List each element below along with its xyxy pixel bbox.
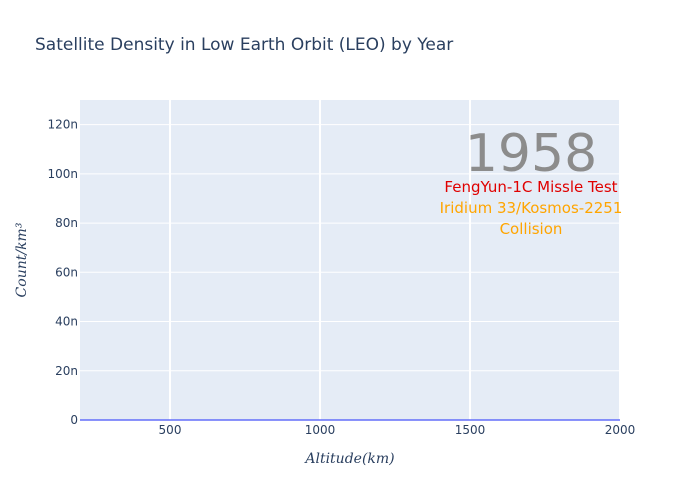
- x-axis-ticks: 500 1000 1500 2000: [159, 423, 636, 437]
- event-annotations: FengYun-1C Missle Test Iridium 33/Kosmos-…: [440, 178, 623, 238]
- x-tick-label: 2000: [605, 423, 636, 437]
- grid-lines: [80, 100, 621, 420]
- event-annotation: FengYun-1C Missle Test: [444, 178, 617, 196]
- event-annotation: Collision: [500, 220, 563, 238]
- y-tick-label: 120n: [47, 118, 78, 132]
- event-annotation: Iridium 33/Kosmos-2251: [440, 199, 623, 217]
- y-tick-label: 80n: [55, 216, 78, 230]
- y-tick-label: 0: [70, 413, 78, 427]
- y-tick-label: 40n: [55, 315, 78, 329]
- x-tick-label: 1000: [305, 423, 336, 437]
- y-axis-title: Count/km³: [14, 222, 30, 297]
- y-axis-ticks: 0 20n 40n 60n 80n 100n 120n: [47, 118, 78, 427]
- x-tick-label: 500: [159, 423, 182, 437]
- x-tick-label: 1500: [455, 423, 486, 437]
- y-tick-label: 60n: [55, 265, 78, 279]
- chart-title: Satellite Density in Low Earth Orbit (LE…: [35, 35, 453, 55]
- x-axis-title: Altitude(km): [303, 451, 394, 467]
- y-tick-label: 20n: [55, 364, 78, 378]
- y-tick-label: 100n: [47, 167, 78, 181]
- year-label: 1958: [465, 124, 597, 184]
